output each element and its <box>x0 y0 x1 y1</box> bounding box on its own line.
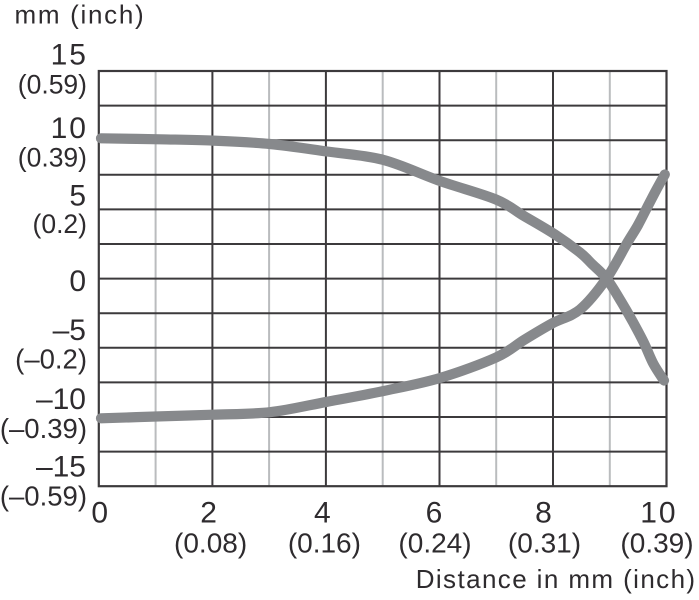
svg-text:–10: –10 <box>36 383 86 416</box>
svg-text:–5: –5 <box>53 314 86 347</box>
svg-text:Distance in mm (inch): Distance in mm (inch) <box>416 564 697 594</box>
svg-text:(0.2): (0.2) <box>33 209 88 239</box>
svg-text:(–0.59): (–0.59) <box>0 481 87 512</box>
svg-text:(0.16): (0.16) <box>288 528 361 559</box>
svg-text:(0.24): (0.24) <box>398 528 471 559</box>
svg-text:–15: –15 <box>36 451 86 484</box>
svg-text:(–0.2): (–0.2) <box>15 344 87 375</box>
svg-text:4: 4 <box>314 496 333 529</box>
svg-text:6: 6 <box>426 496 445 529</box>
svg-text:mm (inch): mm (inch) <box>15 0 146 30</box>
svg-text:(0.08): (0.08) <box>174 528 247 559</box>
svg-text:8: 8 <box>535 496 554 529</box>
svg-text:10: 10 <box>51 112 88 145</box>
svg-text:5: 5 <box>69 180 88 213</box>
svg-text:0: 0 <box>69 265 88 298</box>
svg-text:(0.31): (0.31) <box>508 528 581 559</box>
svg-text:10: 10 <box>640 496 677 529</box>
svg-text:(0.59): (0.59) <box>18 70 87 100</box>
svg-text:0: 0 <box>91 496 110 529</box>
svg-text:(0.39): (0.39) <box>620 528 693 559</box>
svg-text:2: 2 <box>200 496 219 529</box>
svg-text:(–0.39): (–0.39) <box>0 413 87 444</box>
svg-text:(0.39): (0.39) <box>18 143 87 173</box>
svg-text:15: 15 <box>51 39 88 72</box>
